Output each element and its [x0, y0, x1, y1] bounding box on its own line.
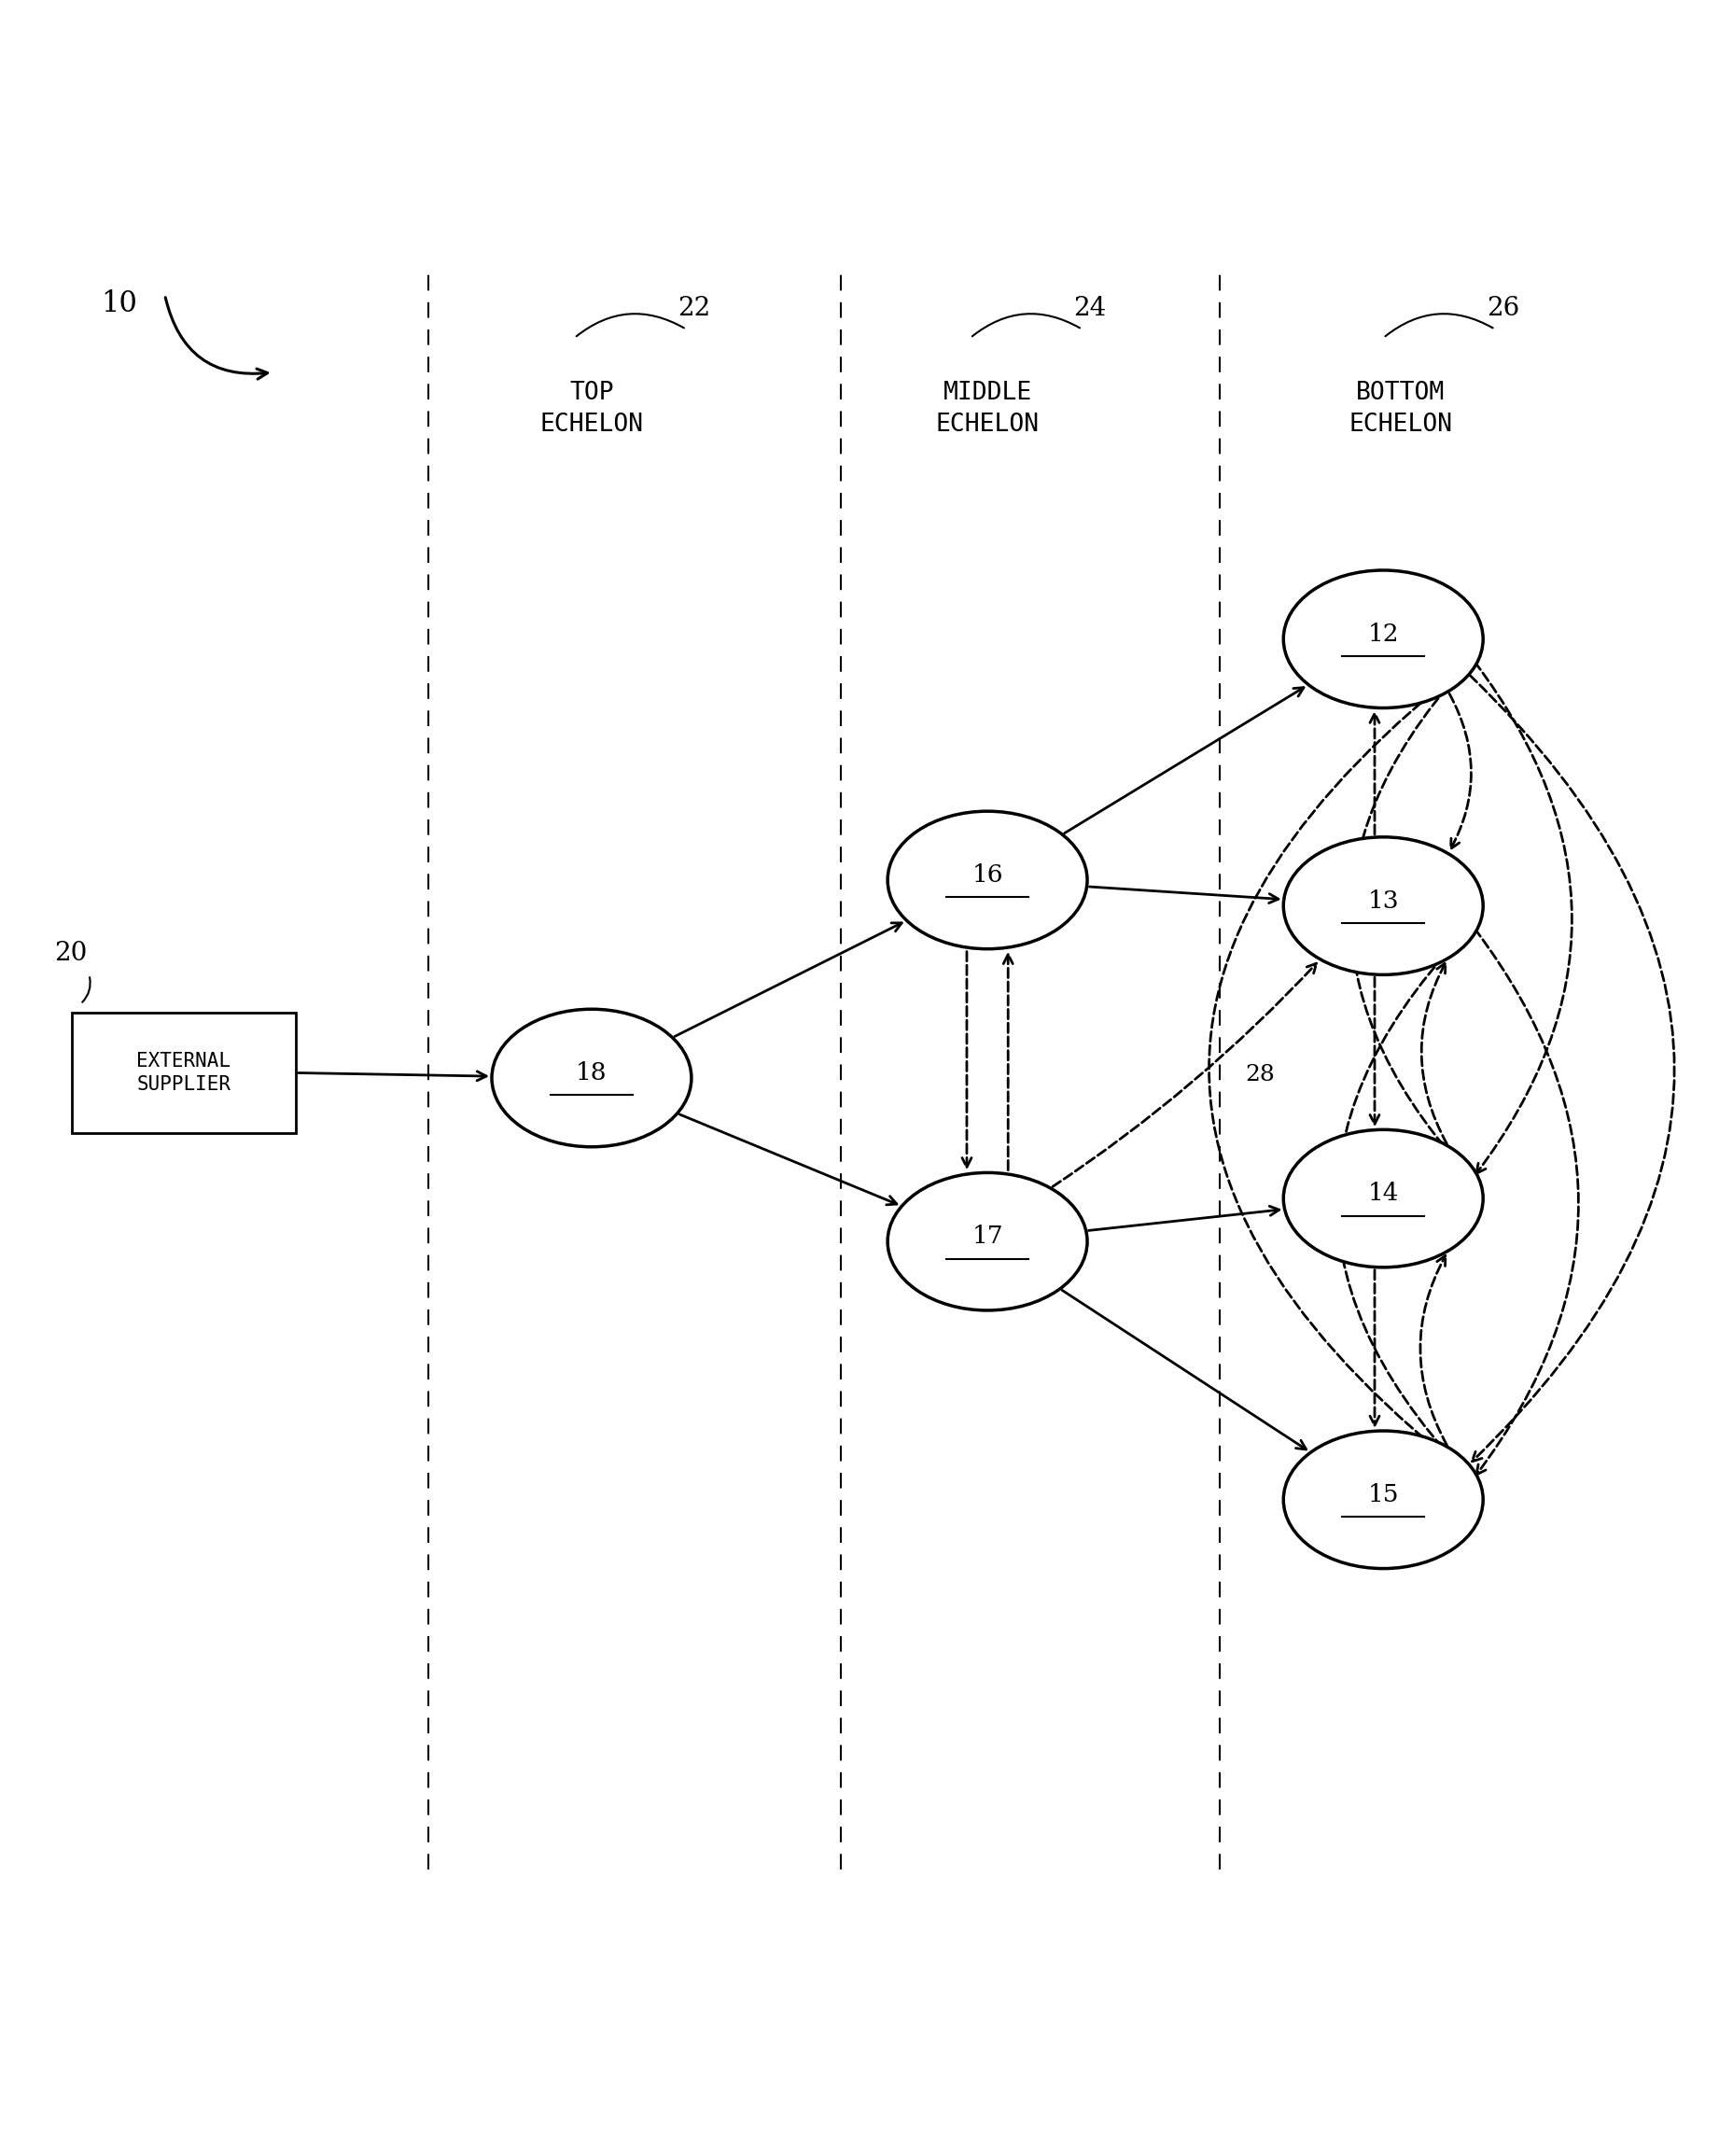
Text: 18: 18 [575, 1061, 607, 1084]
Text: 28: 28 [1244, 1063, 1274, 1084]
Text: 12: 12 [1367, 623, 1399, 645]
FancyBboxPatch shape [71, 1013, 295, 1134]
Ellipse shape [887, 811, 1087, 949]
Text: 24: 24 [1073, 295, 1106, 321]
Text: 20: 20 [55, 940, 88, 966]
Ellipse shape [1282, 1130, 1482, 1268]
Text: MIDDLE
ECHELON: MIDDLE ECHELON [936, 382, 1038, 438]
Text: 14: 14 [1367, 1181, 1399, 1205]
Text: 15: 15 [1367, 1483, 1399, 1507]
Text: 10: 10 [101, 289, 137, 317]
Ellipse shape [1282, 1432, 1482, 1570]
Text: 26: 26 [1485, 295, 1518, 321]
Text: 17: 17 [970, 1225, 1003, 1248]
Ellipse shape [492, 1009, 691, 1147]
Text: EXTERNAL
SUPPLIER: EXTERNAL SUPPLIER [137, 1052, 230, 1093]
Text: TOP
ECHELON: TOP ECHELON [539, 382, 643, 438]
Text: 13: 13 [1367, 888, 1399, 912]
Ellipse shape [1282, 837, 1482, 975]
Text: 16: 16 [970, 862, 1002, 886]
Ellipse shape [887, 1173, 1087, 1311]
Text: 22: 22 [678, 295, 711, 321]
Text: BOTTOM
ECHELON: BOTTOM ECHELON [1348, 382, 1452, 438]
Ellipse shape [1282, 569, 1482, 707]
